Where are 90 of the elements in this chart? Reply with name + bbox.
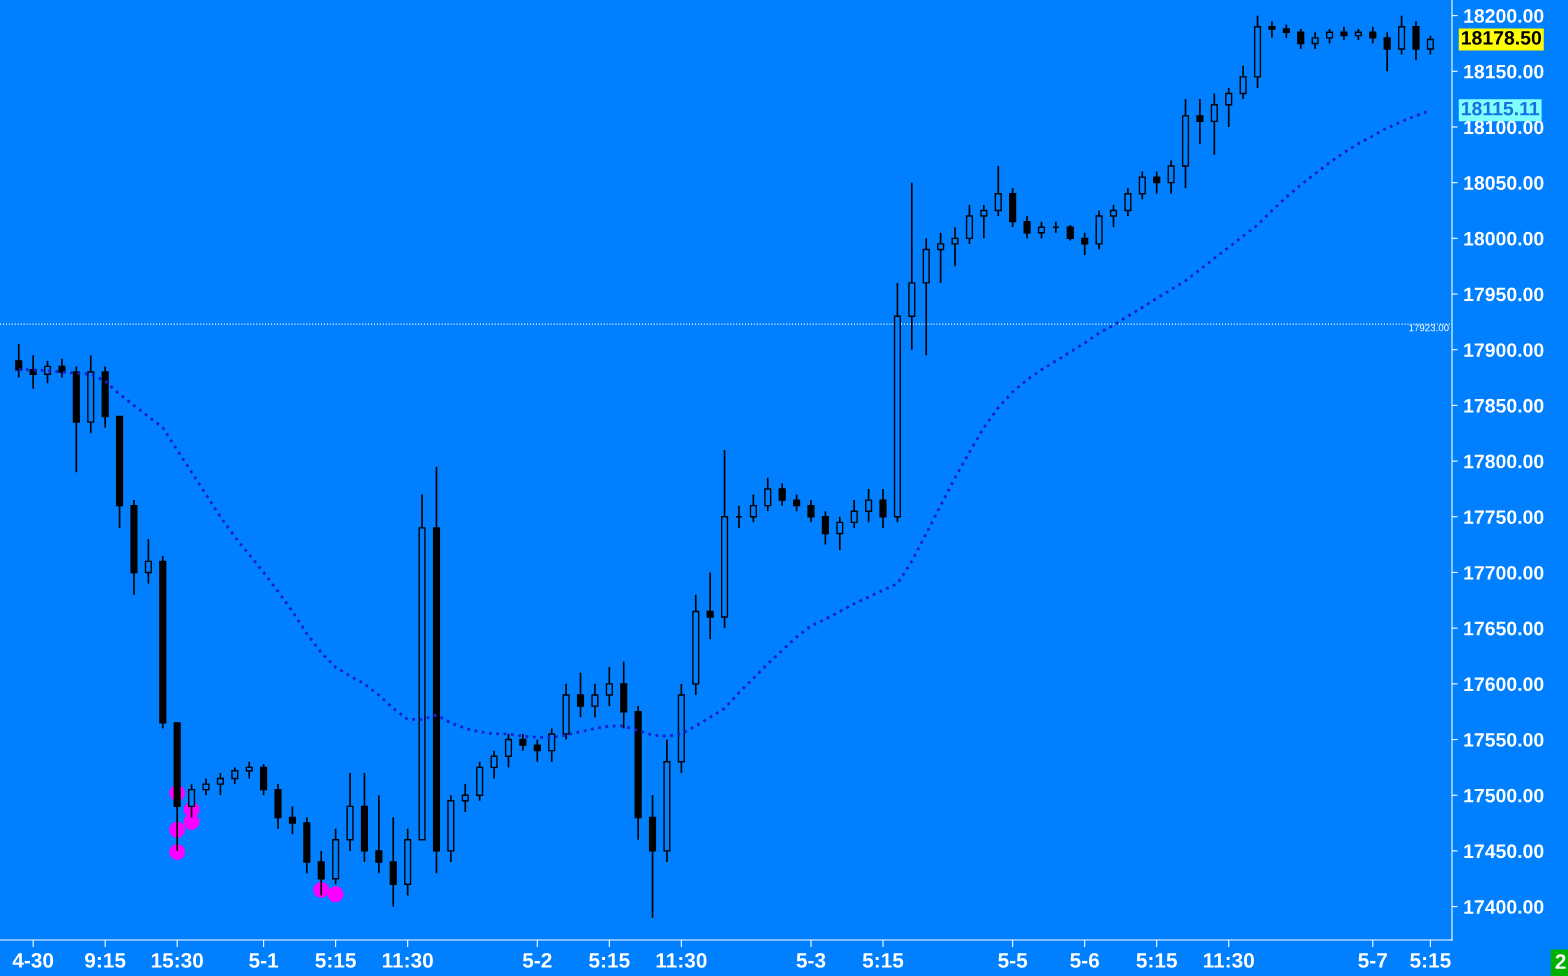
candlestick: [1412, 20, 1420, 61]
text: 18178.50: [1461, 30, 1542, 45]
candlestick: [375, 794, 383, 875]
candlestick: [288, 805, 296, 836]
candlestick: [533, 738, 541, 763]
candlestick: [1268, 20, 1276, 39]
candlestick: [1398, 14, 1406, 56]
candlestick: [1138, 170, 1146, 201]
candlestick: [58, 357, 66, 379]
y-tick-label: 18100.00: [1464, 120, 1544, 135]
candlestick: [706, 571, 714, 641]
x-tick-label: 5-2: [522, 953, 552, 968]
y-tick-label: 18200.00: [1464, 9, 1544, 23]
candlestick: [1383, 31, 1391, 73]
candlestick: [778, 482, 786, 507]
candlestick: [879, 488, 887, 529]
y-tick-label: 17400.00: [1464, 900, 1544, 914]
candlestick: [576, 671, 585, 719]
candlestick: [260, 763, 268, 797]
y-tick-label: 18000.00: [1464, 231, 1544, 246]
candlestick: [188, 783, 196, 819]
x-tick-label: 5-3: [796, 953, 826, 968]
candlestick: [1239, 64, 1247, 100]
y-tick-label: 17600.00: [1464, 677, 1544, 692]
candlestick: [605, 666, 613, 707]
candlestick: [29, 354, 37, 390]
y-tick-label: 17450.00: [1464, 844, 1544, 859]
x-tick-label: 15:30: [151, 953, 203, 968]
x-tick-label: 4-30: [12, 953, 54, 968]
x-tick-label: 11:30: [656, 953, 707, 968]
y-tick-label: 17800.00: [1464, 454, 1544, 469]
candlestick: [1023, 215, 1031, 240]
candlestick: [937, 231, 945, 284]
x-tick-label: 11:30: [382, 953, 433, 968]
candlestick: [807, 499, 815, 524]
y-tick-label: 17500.00: [1464, 788, 1544, 803]
x-tick-label: 9:15: [85, 953, 126, 968]
candlestick: [980, 204, 988, 240]
y-tick-label: 18150.00: [1464, 64, 1544, 79]
point: [183, 813, 200, 830]
candlestick: [951, 226, 959, 268]
candlestick: [965, 204, 974, 245]
x-tick-label: 5-7: [1358, 953, 1387, 968]
candlestick: [1426, 34, 1434, 56]
x-tick-label: 5:15: [589, 953, 630, 968]
y-tick-label: 17550.00: [1464, 732, 1544, 747]
candlestick: [1196, 98, 1204, 145]
y-tick-label: 17850.00: [1464, 398, 1544, 413]
y-tick-label: 18050.00: [1464, 176, 1544, 190]
candlestick: [216, 772, 224, 797]
candlestick: [865, 488, 873, 524]
x-tick-label: 5-5: [998, 953, 1028, 968]
x-tick-label: 11:30: [1203, 953, 1254, 968]
candlestick: [764, 476, 772, 513]
point: [327, 886, 344, 903]
x-tick-label: 5-1: [249, 953, 279, 968]
x-tick-label: 5:15: [862, 953, 904, 968]
candlestick: [317, 850, 325, 897]
candlestick: [548, 727, 556, 763]
y-tick-label: 17950.00: [1464, 287, 1544, 302]
y-tick-label: 17700.00: [1464, 565, 1544, 580]
candlestick: [1297, 28, 1305, 50]
candlestick: [1153, 170, 1161, 195]
candlestick: [836, 515, 844, 552]
candlestick: [591, 683, 599, 719]
candlestick: [504, 733, 513, 769]
x-tick-label: 5:15: [315, 953, 356, 968]
y-tick-label: 17750.00: [1464, 510, 1544, 525]
ref-line-label: 17923.00: [1409, 324, 1449, 332]
candlestick: [1210, 92, 1218, 156]
candlestick: [1081, 231, 1089, 256]
x-tick-label: 5-6: [1070, 953, 1099, 968]
x-tick-label: 5:15: [1136, 953, 1177, 968]
y-tick-label: 17650.00: [1464, 621, 1544, 636]
candlestick: [994, 165, 1002, 217]
candlestick: [144, 538, 152, 585]
x-tick-label: 5:15: [1410, 953, 1451, 968]
y-tick-label: 17900.00: [1464, 343, 1544, 357]
candlestick: [1225, 87, 1233, 128]
point: [169, 844, 186, 860]
candlestick: [1109, 204, 1118, 229]
text: 2: [1555, 954, 1566, 969]
candlestick: [1124, 187, 1132, 217]
candlestick: [490, 749, 498, 780]
candlestick: [389, 816, 397, 908]
candlestick: [850, 499, 858, 529]
candlestick: [1167, 159, 1175, 195]
text: 18115.11: [1461, 101, 1540, 116]
candlestick: [749, 493, 757, 524]
candlestick: [821, 510, 829, 546]
